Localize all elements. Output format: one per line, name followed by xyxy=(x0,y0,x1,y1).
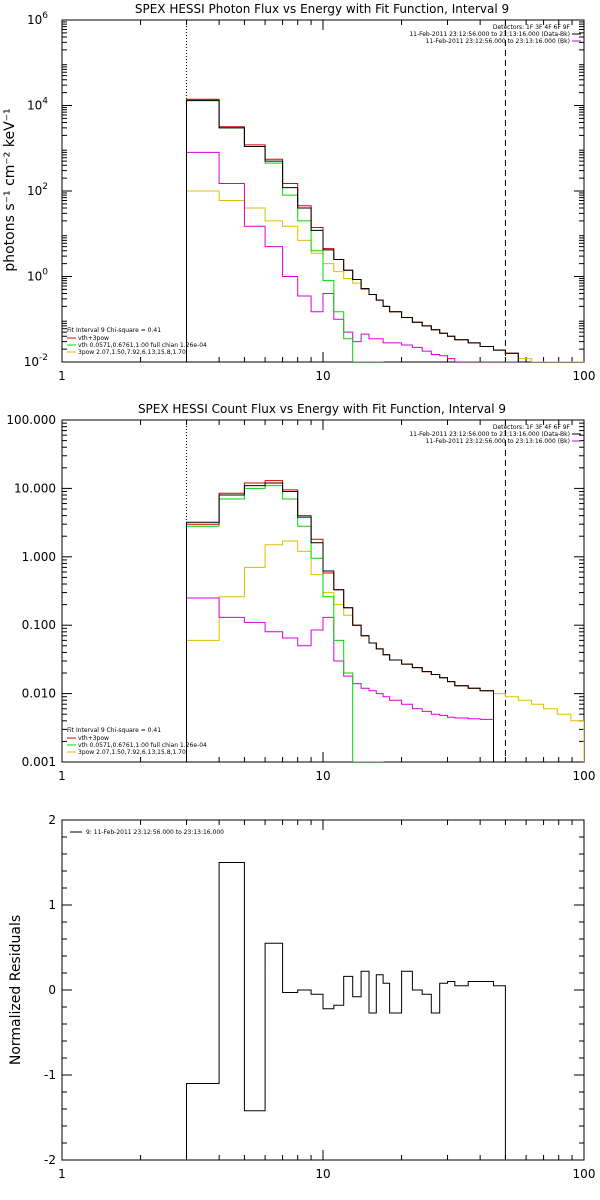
series-bk xyxy=(186,151,519,362)
photon-flux-panel: SPEX HESSI Photon Flux vs Energy with Fi… xyxy=(2,2,595,383)
residuals-panel: Normalized Residuals 1 10 100 -2 -1 0 1 2 9: 11-… xyxy=(8,813,595,1181)
x-tick-label: 10 xyxy=(315,369,330,383)
legend-top-entry: Detectors: 1F 3F 4F 6F 9F xyxy=(493,424,571,431)
y-tick-label: 1.000 xyxy=(22,550,56,564)
series-vth xyxy=(186,485,384,762)
x-tick-label: 1 xyxy=(58,1167,66,1181)
legend-top-entry: 11-Feb-2011 23:12:56.000 to 23:13:16.000… xyxy=(409,431,570,438)
series-3pow xyxy=(186,540,584,762)
x-tick-label: 10 xyxy=(315,1167,330,1181)
fit-header: Fit Interval 9 Chi-square = 0.41 xyxy=(67,327,161,334)
plot-area xyxy=(186,862,506,1160)
y-tick-label: -2 xyxy=(44,1153,56,1167)
y-tick-label: 10-2 xyxy=(24,353,48,369)
count-flux-panel: SPEX HESSI Count Flux vs Energy with Fit… xyxy=(6,402,595,783)
legend-label: 9: 11-Feb-2011 23:12:56.000 to 23:13:16.… xyxy=(86,829,224,836)
y-tick-label: 10.000 xyxy=(14,481,56,495)
y-tick-label: 102 xyxy=(27,182,48,198)
y-tick-label: 100 xyxy=(27,268,48,284)
x-tick-label: 100 xyxy=(573,769,596,783)
legend-top-entry: Detectors: 1F 3F 4F 6F 9F xyxy=(493,24,571,31)
series-vth xyxy=(186,99,384,362)
legend-label: vth+3pow xyxy=(78,335,109,342)
y-tick-label: 106 xyxy=(27,11,48,27)
series-data-bk xyxy=(186,100,519,362)
x-tick-label: 10 xyxy=(315,769,330,783)
chart-title: SPEX HESSI Count Flux vs Energy with Fit… xyxy=(138,402,506,416)
y-tick-label: 0.010 xyxy=(22,687,56,701)
legend-top-entry: 11-Feb-2011 23:12:56.000 to 23:13:16.000… xyxy=(409,31,570,38)
y-tick-label: 104 xyxy=(27,97,48,113)
y-tick-label: 1 xyxy=(48,898,56,912)
plot-area xyxy=(186,480,584,762)
residuals-series xyxy=(186,862,506,1160)
series-3pow xyxy=(186,190,584,362)
y-axis-label: Normalized Residuals xyxy=(8,915,24,1065)
plot-area xyxy=(186,98,584,362)
y-tick-label: -1 xyxy=(44,1068,56,1082)
x-tick-label: 1 xyxy=(58,769,66,783)
series-data-bk xyxy=(186,482,494,762)
x-tick-label: 100 xyxy=(573,369,596,383)
legend-top-entry: 11-Feb-2011 23:12:56.000 to 23:13:16.000… xyxy=(426,38,570,45)
legend-label: 3pow 2.07,1.50,7.92,6.13,15.8,1.70 xyxy=(78,749,186,756)
legend-label: vth 0.0571,0.6761,1.00 full chian 1.26e-… xyxy=(78,342,207,349)
y-tick-label: 100.000 xyxy=(6,413,56,427)
legend-label: vth 0.0571,0.6761,1.00 full chian 1.26e-… xyxy=(78,742,207,749)
fit-header: Fit Interval 9 Chi-square = 0.41 xyxy=(67,727,161,734)
x-tick-label: 1 xyxy=(58,369,66,383)
y-tick-label: 0.001 xyxy=(22,755,56,769)
chart-title: SPEX HESSI Photon Flux vs Energy with Fi… xyxy=(135,2,509,16)
series-vth-3pow xyxy=(186,480,494,762)
series-bk xyxy=(186,597,494,762)
legend-label: 3pow 2.07,1.50,7.92,6.13,15.8,1.70 xyxy=(78,349,186,356)
legend-label: vth+3pow xyxy=(78,735,109,742)
y-tick-label: 2 xyxy=(48,813,56,827)
y-tick-label: 0.100 xyxy=(22,618,56,632)
series-vth-3pow xyxy=(186,98,519,362)
legend-top-entry: 11-Feb-2011 23:12:56.000 to 23:13:16.000… xyxy=(426,438,570,445)
y-tick-label: 0 xyxy=(48,983,56,997)
y-axis-label: photons s⁻¹ cm⁻² keV⁻¹ xyxy=(2,108,18,271)
x-tick-label: 100 xyxy=(573,1167,596,1181)
